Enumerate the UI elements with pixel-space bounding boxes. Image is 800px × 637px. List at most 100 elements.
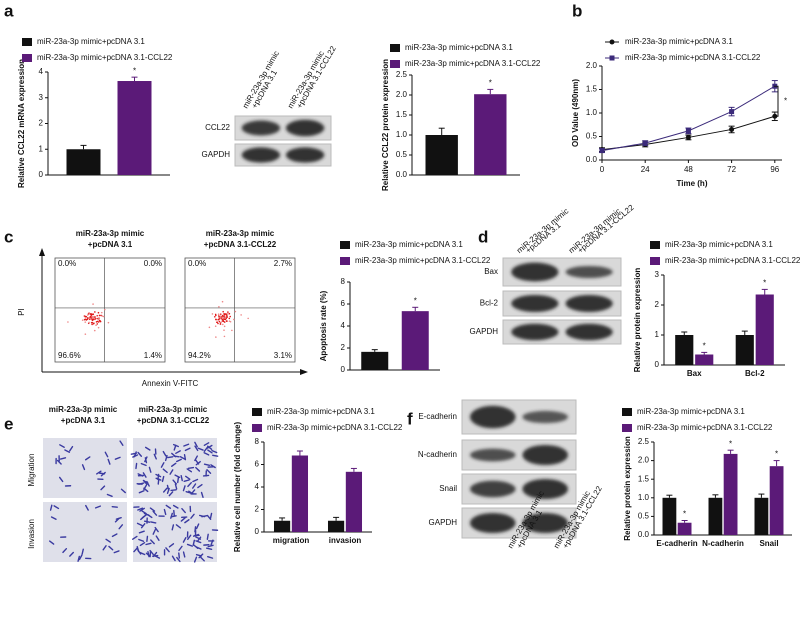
cell bbox=[205, 547, 213, 551]
flow-event bbox=[224, 317, 226, 319]
point bbox=[729, 126, 735, 132]
flow-event bbox=[229, 315, 232, 318]
flow-x-label: Annexin V-FITC bbox=[142, 379, 199, 388]
y-tick-label: 2 bbox=[341, 343, 346, 352]
cell bbox=[195, 546, 202, 550]
bar bbox=[708, 497, 723, 535]
point bbox=[729, 109, 735, 115]
blot-band bbox=[469, 513, 516, 533]
flow-event bbox=[211, 313, 214, 315]
flow-event bbox=[223, 335, 226, 338]
legend-swatch bbox=[22, 38, 32, 46]
legend-swatch bbox=[252, 424, 262, 432]
flow-title: +pcDNA 3.1-CCL22 bbox=[204, 240, 277, 249]
y-tick-label: 2.0 bbox=[396, 90, 408, 99]
cell bbox=[176, 556, 181, 563]
flow-event bbox=[91, 315, 94, 318]
cell bbox=[141, 514, 148, 519]
legend-swatch bbox=[622, 424, 632, 432]
y-axis-label: Relative CCL22 protein expression bbox=[381, 59, 390, 191]
cell bbox=[194, 441, 198, 448]
cell bbox=[160, 462, 165, 468]
flow-event bbox=[103, 308, 106, 311]
legend-swatch bbox=[390, 44, 400, 52]
blot-band bbox=[469, 480, 516, 498]
cell bbox=[133, 547, 138, 553]
point bbox=[599, 148, 605, 154]
blot-band bbox=[469, 448, 516, 462]
x-tick-label: 72 bbox=[727, 165, 736, 174]
cell bbox=[172, 443, 179, 448]
bar bbox=[675, 335, 694, 365]
flow-event bbox=[213, 315, 216, 318]
cell bbox=[177, 476, 180, 484]
flow-event bbox=[93, 322, 95, 324]
legend-label: miR-23a-3p mimic+pcDNA 3.1-CCL22 bbox=[625, 53, 761, 62]
flow-event bbox=[226, 316, 229, 318]
flow-event bbox=[218, 306, 220, 308]
cell bbox=[207, 449, 213, 454]
flow-event bbox=[86, 318, 89, 321]
cell bbox=[144, 446, 151, 451]
cell bbox=[167, 456, 174, 459]
cell bbox=[178, 552, 181, 559]
flow-event bbox=[229, 320, 232, 323]
cell bbox=[172, 479, 178, 485]
flow-event bbox=[86, 314, 89, 316]
panel-letter: a bbox=[4, 1, 14, 20]
cell bbox=[180, 517, 186, 522]
y-tick-label: 2.5 bbox=[396, 70, 408, 79]
cell bbox=[178, 545, 183, 552]
cell bbox=[162, 487, 168, 493]
flow-event bbox=[215, 336, 217, 338]
cell bbox=[148, 466, 152, 473]
blot-band bbox=[522, 445, 569, 465]
x-axis-label: Time (h) bbox=[677, 179, 708, 188]
flow-event bbox=[214, 325, 217, 327]
legend-swatch bbox=[650, 257, 660, 265]
cell bbox=[77, 555, 81, 562]
bar bbox=[769, 466, 784, 535]
cell bbox=[187, 466, 195, 469]
x-tick-label: Bax bbox=[687, 369, 702, 378]
cell bbox=[140, 523, 146, 529]
flow-event bbox=[225, 320, 228, 322]
bar bbox=[327, 520, 345, 532]
cell bbox=[139, 541, 146, 547]
blot-band bbox=[285, 119, 325, 137]
cell bbox=[100, 485, 106, 491]
flow-quadrant-value: 96.6% bbox=[58, 351, 81, 360]
cell bbox=[187, 534, 192, 540]
flow-quadrant-value: 3.1% bbox=[274, 351, 292, 360]
cell bbox=[194, 445, 199, 452]
y-tick-label: 0.5 bbox=[396, 150, 408, 159]
cell bbox=[179, 456, 186, 460]
significance-mark: * bbox=[703, 342, 706, 351]
cell bbox=[136, 522, 143, 527]
cell bbox=[64, 449, 71, 453]
x-tick-label: N-cadherin bbox=[702, 539, 744, 548]
flow-event bbox=[222, 310, 224, 313]
flow-quadrant-value: 0.0% bbox=[144, 259, 162, 268]
flow-event bbox=[220, 321, 222, 324]
y-tick-label: 0 bbox=[255, 527, 260, 536]
panel-letter: e bbox=[4, 414, 13, 433]
y-tick-label: 0 bbox=[341, 365, 346, 374]
bar bbox=[755, 294, 774, 365]
y-tick-label: 0.5 bbox=[638, 512, 650, 521]
cell bbox=[58, 476, 64, 483]
cell bbox=[168, 543, 175, 548]
series-line bbox=[601, 85, 776, 152]
cell bbox=[195, 540, 202, 544]
bar bbox=[401, 311, 429, 370]
x-tick-label: Bcl-2 bbox=[745, 369, 765, 378]
flow-event bbox=[96, 317, 98, 320]
flow-event bbox=[234, 310, 237, 313]
flow-event bbox=[226, 313, 229, 315]
flow-event bbox=[91, 321, 94, 324]
cell bbox=[185, 491, 192, 494]
y-tick-label: 0.0 bbox=[638, 530, 650, 539]
legend-swatch bbox=[340, 241, 350, 249]
point bbox=[685, 134, 691, 140]
cell bbox=[195, 466, 201, 472]
